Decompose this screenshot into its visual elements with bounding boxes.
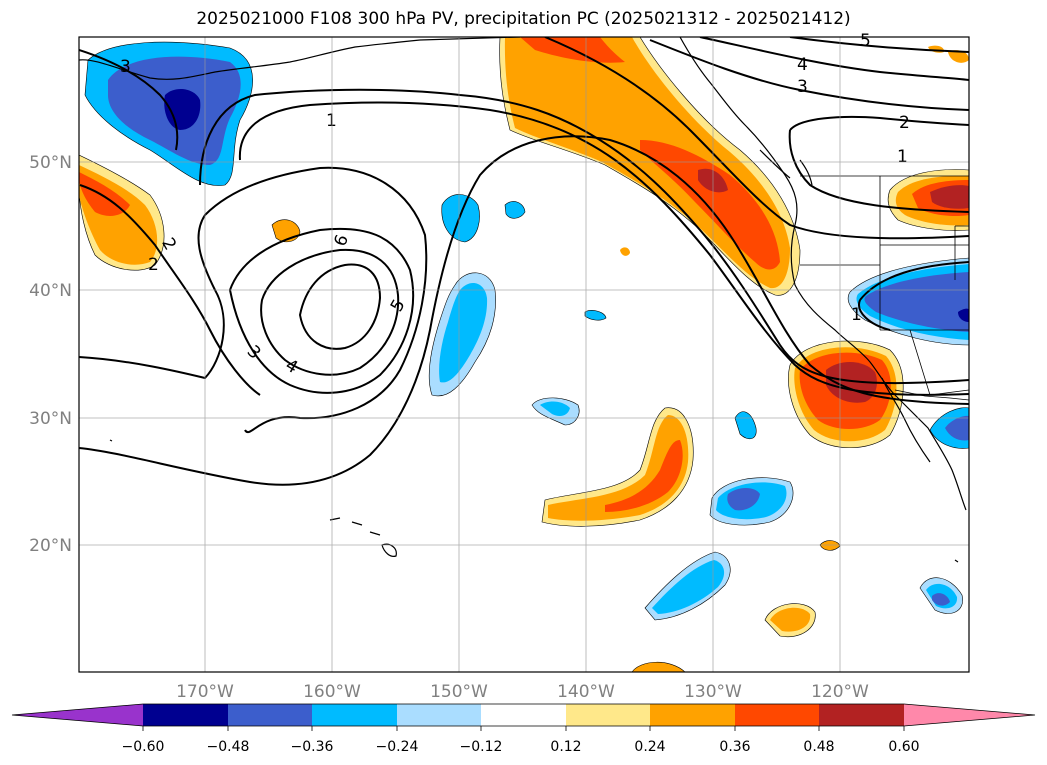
contour-label: 1 (851, 305, 862, 325)
precip-negative-f-inner (540, 401, 570, 416)
colorbar-swatch (228, 704, 312, 726)
colorbar-tick-label: 0.24 (634, 739, 665, 755)
lon-label-170w: 170°W (176, 682, 234, 702)
colorbar: −0.60 −0.48 −0.36 −0.24 −0.12 0.12 0.24 … (11, 703, 1036, 755)
precip-negative-d-inner (439, 283, 488, 383)
pv-contour-6 (298, 263, 382, 350)
precip-negative-i-core (958, 308, 969, 322)
lon-label-140w: 140°W (557, 682, 615, 702)
precip-positive-band-core (520, 37, 780, 270)
pv-contour-north-4 (789, 37, 969, 53)
contour-label: 1 (897, 147, 908, 167)
lat-label-40n: 40°N (29, 281, 72, 301)
precip-positive-m-core (605, 440, 683, 512)
pv-contour-2 (79, 166, 428, 434)
lon-label-160w: 160°W (303, 682, 361, 702)
precip-negative-k-inner (945, 415, 969, 441)
precip-negative-o-inner (652, 560, 725, 614)
colorbar-ticks (142, 726, 905, 731)
colorbar-tick-label: 0.36 (719, 739, 750, 755)
colorbar-swatch (650, 704, 735, 726)
gridlines (79, 37, 969, 672)
lon-label-130w: 130°W (684, 682, 742, 702)
pv-contour-ridge-2 (238, 101, 969, 396)
pv-contour-nw-3 (79, 49, 179, 151)
lon-labels: 170°W 160°W 150°W 140°W 130°W 120°W (176, 682, 869, 702)
precip-negative-nw-core (164, 88, 201, 130)
coastline-alaska-aleutians (79, 39, 421, 80)
colorbar-swatch (143, 704, 228, 726)
precip-negative-l (734, 411, 757, 440)
colorbar-tick-label: −0.12 (460, 739, 503, 755)
chart-title: 2025021000 F108 300 hPa PV, precipitatio… (196, 9, 851, 29)
pv-contour-north-3 (699, 37, 969, 81)
map-frame (78, 36, 970, 673)
contour-label: 1 (326, 111, 337, 131)
lon-label-120w: 120°W (811, 682, 869, 702)
pv-contour-1 (79, 135, 969, 486)
lat-label-20n: 20°N (29, 536, 72, 556)
colorbar-tick-label: 0.48 (803, 739, 834, 755)
lat-labels: 50°N 40°N 30°N 20°N (29, 153, 72, 556)
colorbar-tick-label: −0.36 (291, 739, 334, 755)
colorbar-extend-low (12, 704, 143, 726)
contour-label: 2 (148, 255, 159, 275)
precip-negative-c (504, 201, 526, 219)
colorbar-tick-label: −0.60 (122, 739, 165, 755)
pv-contour-5 (260, 248, 400, 376)
pv-contour-3-arc (79, 184, 261, 396)
precip-small-positive-g (620, 247, 630, 256)
precip-negative-s-core (932, 593, 950, 606)
pv-contour-2-east (788, 115, 969, 213)
lat-label-30n: 30°N (29, 409, 72, 429)
colorbar-extend-high (904, 704, 1035, 726)
precip-shading (79, 37, 969, 672)
precip-negative-b (441, 194, 480, 243)
colorbar-swatch (397, 704, 481, 726)
coastline-islands-misc (109, 439, 959, 563)
contour-label: 5 (860, 31, 871, 51)
colorbar-tick-label: −0.24 (376, 739, 419, 755)
coastline-hawaii (329, 517, 397, 557)
contour-label: 2 (899, 113, 910, 133)
pv-contours (79, 37, 969, 486)
pv-contour-4 (228, 227, 415, 394)
precip-negative-n-core (727, 488, 760, 511)
colorbar-swatch (819, 704, 904, 726)
colorbar-tick-label: 0.60 (888, 739, 919, 755)
colorbar-swatch (481, 704, 566, 726)
colorbar-swatch (566, 704, 650, 726)
contour-label: 4 (797, 55, 808, 75)
precip-positive-p-inner (770, 607, 811, 632)
colorbar-tick-label: 0.12 (550, 739, 581, 755)
lon-label-150w: 150°W (430, 682, 488, 702)
pv-contour-big-ridge (199, 88, 969, 385)
contour-label: 3 (797, 77, 808, 97)
precip-positive-ne (948, 50, 969, 63)
pv-contour-north-2 (649, 39, 969, 111)
colorbar-swatch (735, 704, 819, 726)
colorbar-tick-label: −0.48 (207, 739, 250, 755)
coastline-baja (881, 377, 931, 463)
lat-label-50n: 50°N (29, 153, 72, 173)
contour-label: 3 (120, 57, 131, 77)
border-us-mexico (894, 389, 969, 401)
colorbar-swatch (312, 704, 397, 726)
precip-positive-h-peak (930, 185, 969, 209)
precip-negative-e (584, 310, 607, 321)
pv-contour-east-low (858, 261, 969, 331)
political-borders (800, 175, 969, 401)
precip-negative-i-mid (864, 272, 969, 332)
pv-contour-north-1 (544, 37, 969, 240)
